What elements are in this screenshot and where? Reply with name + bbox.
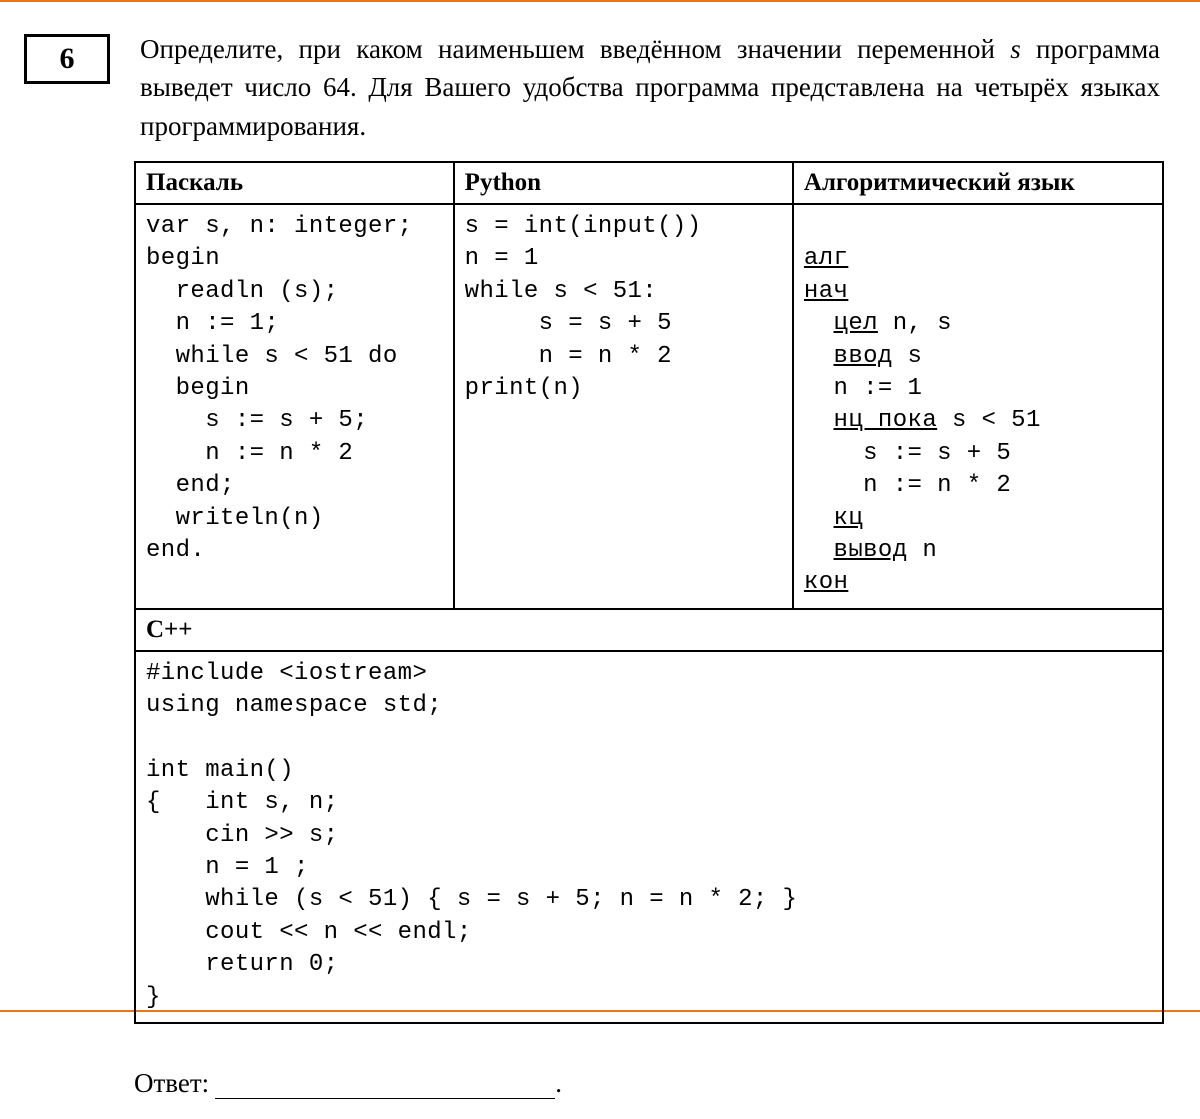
- content-area: 6 Определите, при каком наименьшем введё…: [0, 2, 1200, 1119]
- answer-label: Ответ:: [134, 1068, 209, 1099]
- task-header-row: 6 Определите, при каком наименьшем введё…: [24, 30, 1160, 145]
- alg-l10u: вывод: [834, 537, 908, 564]
- task-number: 6: [60, 42, 75, 76]
- alg-l11: кон: [804, 569, 848, 596]
- header-alg: Алгоритмический язык: [794, 163, 1162, 205]
- cell-python: Python s = int(input()) n = 1 while s < …: [454, 162, 793, 609]
- alg-l4r: s: [893, 343, 923, 370]
- alg-l6r: s < 51: [937, 407, 1041, 434]
- cell-cpp: С++ #include <iostream> using namespace …: [135, 609, 1163, 1023]
- alg-l9: кц: [834, 505, 864, 532]
- cell-alg: Алгоритмический язык алг нач цел n, s вв…: [793, 162, 1163, 609]
- answer-row: Ответ: .: [134, 1066, 1160, 1099]
- header-cpp: С++: [136, 610, 1162, 652]
- answer-blank-line[interactable]: [215, 1066, 555, 1099]
- alg-l3u: цел: [834, 310, 878, 337]
- code-cpp: #include <iostream> using namespace std;…: [136, 652, 1162, 1022]
- alg-l6u: нц пока: [834, 407, 938, 434]
- alg-l1: алг: [804, 245, 848, 272]
- alg-l10r: n: [908, 537, 938, 564]
- table-row: Паскаль var s, n: integer; begin readln …: [135, 162, 1163, 609]
- alg-l2: нач: [804, 278, 848, 305]
- alg-l4u: ввод: [834, 343, 893, 370]
- header-python: Python: [455, 163, 792, 205]
- alg-l3r: n, s: [878, 310, 952, 337]
- alg-l8: n := n * 2: [804, 472, 1011, 499]
- alg-l5: n := 1: [804, 375, 922, 402]
- code-table-wrap: Паскаль var s, n: integer; begin readln …: [134, 161, 1160, 1024]
- table-row: С++ #include <iostream> using namespace …: [135, 609, 1163, 1023]
- code-pascal: var s, n: integer; begin readln (s); n :…: [136, 205, 453, 575]
- alg-l7: s := s + 5: [804, 440, 1011, 467]
- task-text: Определите, при каком наименьшем введённ…: [140, 30, 1160, 145]
- task-variable: s: [1010, 34, 1021, 64]
- cell-pascal: Паскаль var s, n: integer; begin readln …: [135, 162, 454, 609]
- header-pascal: Паскаль: [136, 163, 453, 205]
- task-text-prefix: Определите, при каком наименьшем введённ…: [140, 34, 1010, 64]
- code-table: Паскаль var s, n: integer; begin readln …: [134, 161, 1164, 1024]
- page: 6 Определите, при каком наименьшем введё…: [0, 0, 1200, 1012]
- code-alg: алг нач цел n, s ввод s n := 1 нц пока s…: [794, 205, 1162, 608]
- code-python: s = int(input()) n = 1 while s < 51: s =…: [455, 205, 792, 413]
- answer-period: .: [555, 1068, 562, 1099]
- task-number-box: 6: [24, 34, 110, 84]
